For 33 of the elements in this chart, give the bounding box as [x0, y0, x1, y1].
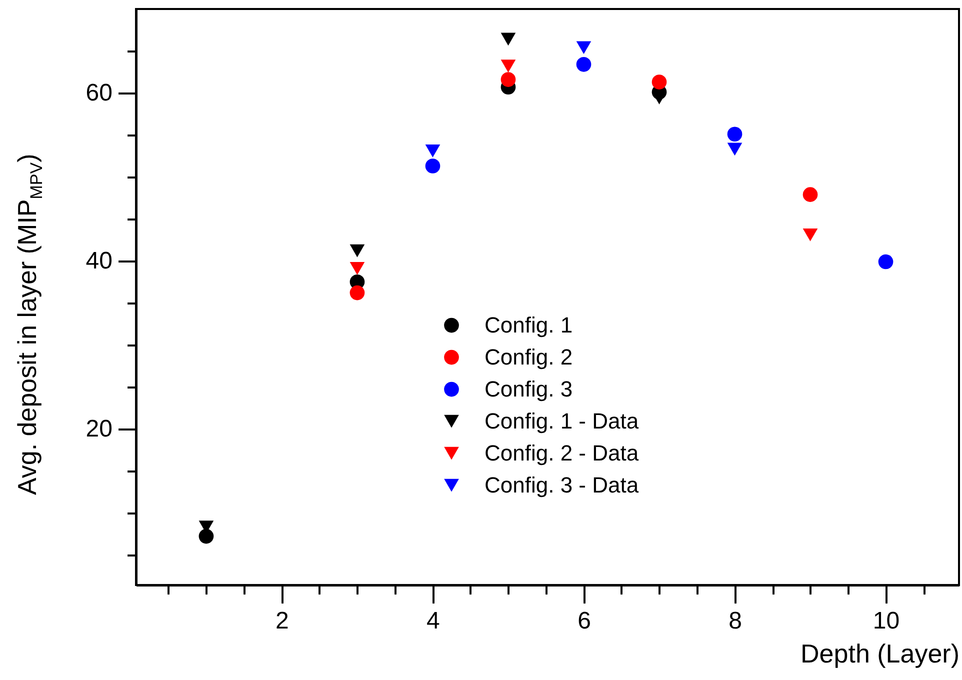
legend-label: Config. 3 — [484, 376, 573, 402]
point — [425, 158, 440, 174]
x-axis-title: Depth (Layer) — [800, 638, 960, 668]
point — [500, 72, 516, 87]
point — [652, 74, 667, 90]
point — [802, 187, 818, 202]
point — [425, 144, 440, 158]
point — [576, 57, 592, 72]
point — [802, 228, 818, 242]
point — [500, 60, 516, 73]
point — [727, 126, 742, 142]
legend-label: Config. 3 - Data — [484, 472, 640, 498]
point — [727, 142, 742, 156]
legend-label: Config. 2 - Data — [484, 440, 640, 466]
x-tick-label: 2 — [276, 608, 289, 634]
point — [878, 254, 894, 270]
point — [500, 32, 516, 46]
point — [652, 92, 667, 104]
legend-label: Config. 1 - Data — [484, 408, 640, 434]
y-tick-label: 20 — [86, 415, 112, 442]
x-tick-label: 8 — [728, 608, 742, 634]
x-tick-label: 4 — [426, 608, 440, 634]
point — [198, 528, 214, 544]
y-tick-label: 60 — [86, 79, 112, 106]
legend-label: Config. 1 — [484, 312, 573, 338]
point — [576, 41, 592, 54]
x-tick-label: 10 — [872, 608, 900, 634]
point — [350, 285, 365, 300]
x-tick-label: 6 — [578, 608, 591, 634]
point — [350, 262, 365, 275]
legend-label: Config. 2 — [484, 344, 573, 370]
y-tick-label: 40 — [86, 247, 112, 274]
point — [350, 244, 365, 258]
